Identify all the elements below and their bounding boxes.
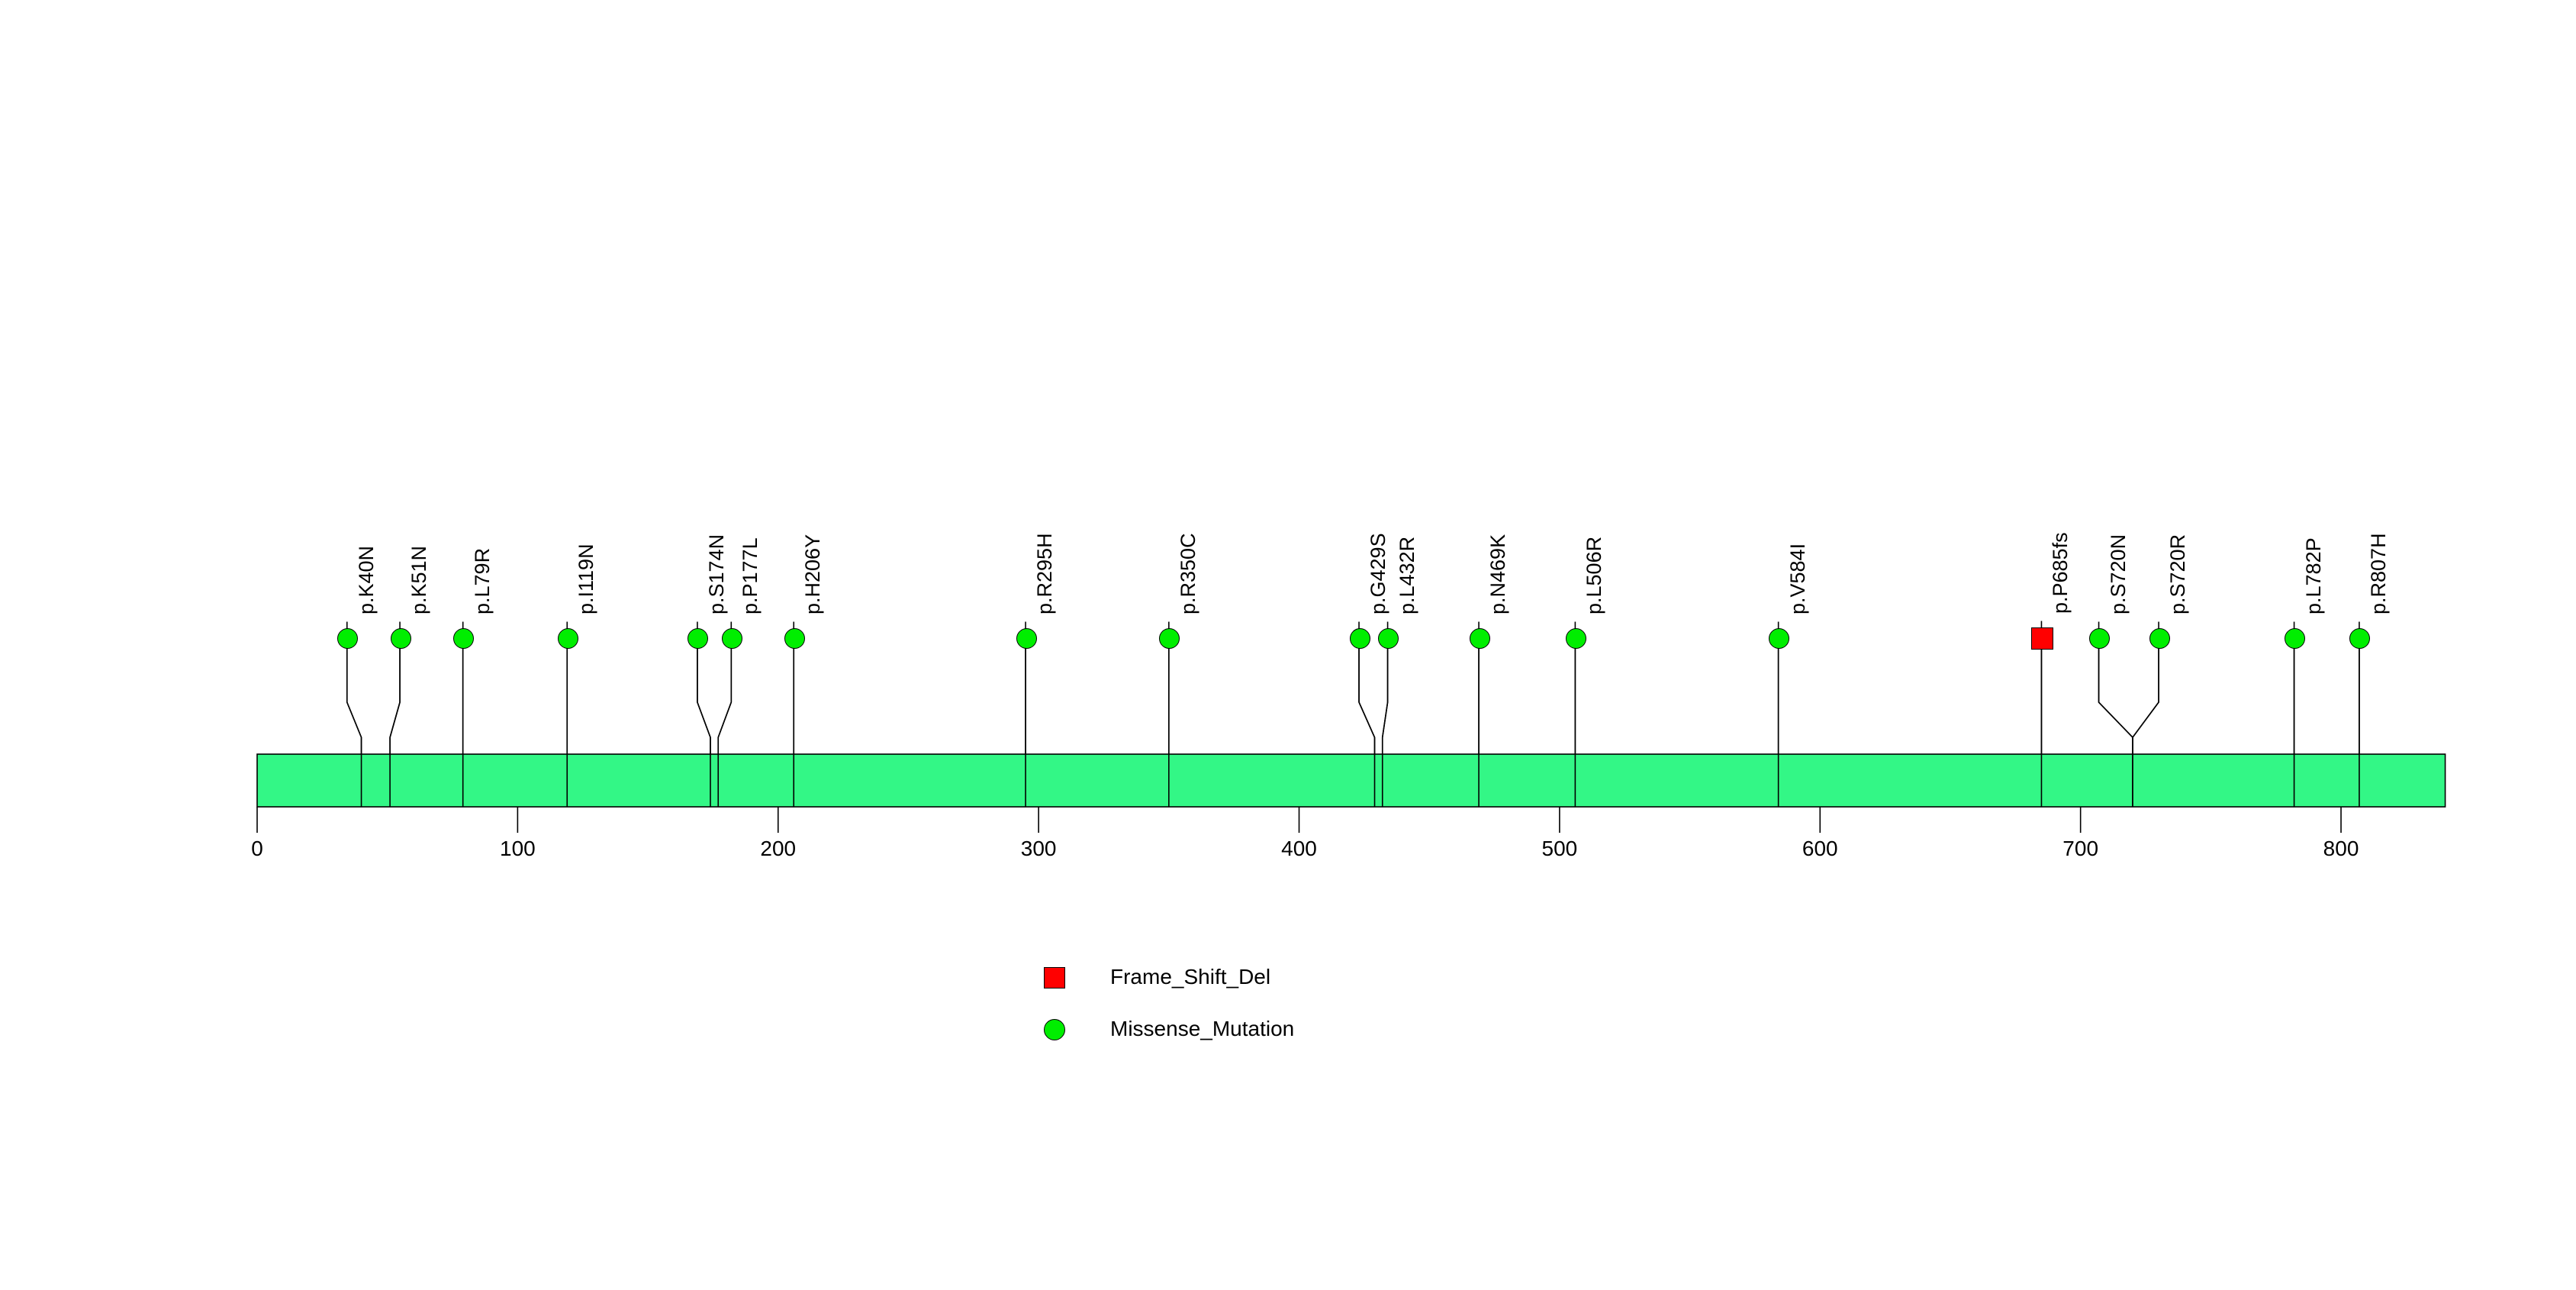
mutation-marker[interactable]	[1378, 627, 1399, 649]
mutation-marker[interactable]	[1159, 627, 1180, 649]
axis-tick-label: 600	[1802, 837, 1838, 860]
mutation-label: p.R350C	[1176, 532, 1199, 614]
mutation-label: p.H206Y	[801, 534, 825, 614]
lollipop-stem	[2132, 647, 2159, 807]
lollipop-stem	[697, 647, 711, 807]
mutation-marker[interactable]	[2349, 627, 2371, 649]
legend-swatch	[1044, 967, 1065, 988]
mutation-label: p.L506R	[1583, 536, 1606, 614]
axis-tick-label: 300	[1020, 837, 1057, 860]
axis-tick-label: 400	[1281, 837, 1317, 860]
mutation-label: p.K40N	[354, 545, 378, 614]
mutation-marker[interactable]	[687, 627, 709, 649]
mutation-label: p.L782P	[2301, 537, 2325, 614]
lollipop-stem	[1358, 647, 1376, 807]
mutation-marker[interactable]	[2030, 627, 2053, 650]
mutation-label: p.L79R	[470, 547, 494, 614]
lollipop-stem	[389, 647, 401, 807]
mutation-marker[interactable]	[337, 627, 359, 649]
mutation-marker[interactable]	[1349, 627, 1370, 649]
mutation-label: p.P685fs	[2049, 531, 2072, 614]
mutation-marker[interactable]	[2149, 627, 2170, 649]
mutation-marker[interactable]	[1469, 627, 1490, 649]
axis-tick-label: 700	[2062, 837, 2099, 860]
mutation-marker[interactable]	[2285, 627, 2306, 649]
mutation-label: p.G429S	[1367, 532, 1390, 614]
axis-tick-label: 0	[251, 837, 263, 860]
stem-group-over-bar	[346, 647, 2360, 807]
mutation-label: p.S720R	[2166, 534, 2190, 614]
mutation-label: p.R807H	[2366, 532, 2390, 614]
mutation-label: p.I119N	[575, 543, 598, 614]
lollipop-stem	[717, 647, 733, 807]
axis-tick-group	[256, 807, 2342, 833]
mutation-label: p.R295H	[1033, 532, 1057, 614]
axis-tick-label: 800	[2323, 837, 2359, 860]
mutation-marker[interactable]	[784, 627, 805, 649]
axis-tick-label: 100	[500, 837, 536, 860]
mutation-marker[interactable]	[2089, 627, 2111, 649]
axis-tick-label: 200	[760, 837, 797, 860]
protein-domain-bar	[256, 753, 2446, 808]
mutation-marker[interactable]	[1565, 627, 1586, 649]
mutation-label: p.N469K	[1486, 534, 1510, 614]
mutation-marker[interactable]	[453, 627, 475, 649]
axis-tick-label: 500	[1541, 837, 1578, 860]
mutation-marker[interactable]	[1016, 627, 1037, 649]
legend-swatch	[1044, 1019, 1065, 1040]
mutation-label: p.S174N	[704, 534, 728, 614]
legend-label[interactable]: Missense_Mutation	[1110, 1017, 1295, 1040]
lollipop-stem	[1381, 647, 1389, 807]
mutation-label: p.V584I	[1785, 543, 1809, 614]
mutation-marker[interactable]	[721, 627, 742, 649]
mutation-label: p.P177L	[739, 537, 762, 614]
lollipop-stem	[346, 647, 362, 807]
mutation-label: p.K51N	[407, 545, 431, 614]
mutation-marker[interactable]	[390, 627, 411, 649]
legend-label[interactable]: Frame_Shift_Del	[1110, 965, 1271, 988]
mutation-marker[interactable]	[557, 627, 578, 649]
head-notch-group	[346, 621, 2360, 630]
mutation-label: p.S720N	[2106, 534, 2130, 614]
mutation-label: p.L432R	[1395, 536, 1418, 614]
mutation-marker[interactable]	[1769, 627, 1790, 649]
